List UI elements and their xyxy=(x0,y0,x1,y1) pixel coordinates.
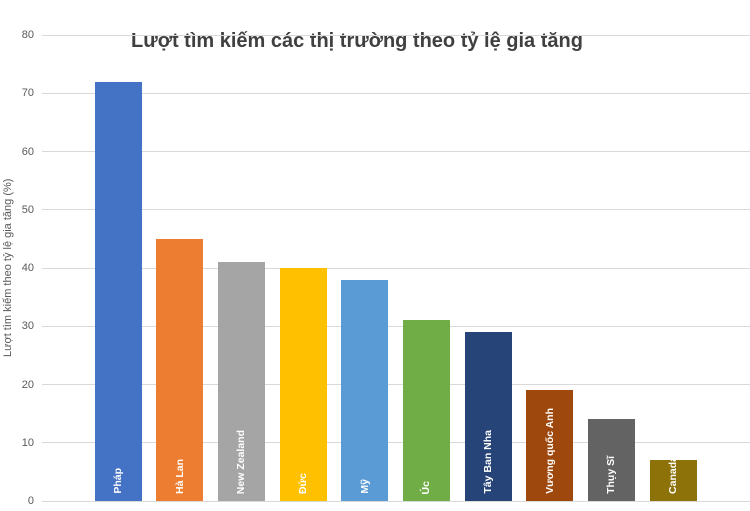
bar-category-label: Hà Lan xyxy=(173,458,186,494)
gridline xyxy=(42,92,750,94)
gridline xyxy=(42,500,750,502)
bar-7: Vương quốc Anh xyxy=(526,390,574,501)
bar-category-label: New Zealand xyxy=(235,429,248,494)
bar-2: New Zealand xyxy=(218,262,266,501)
gridline xyxy=(42,151,750,152)
y-tick-label: 40 xyxy=(21,262,34,274)
gridline xyxy=(42,267,750,269)
bar-category-label: Canada xyxy=(666,456,679,494)
y-tick-label: 0 xyxy=(27,495,34,507)
gridline xyxy=(42,209,750,211)
chart-title: Lượt tìm kiếm các thị trường theo tỷ lệ … xyxy=(131,30,583,52)
bar-4: Mỹ xyxy=(341,279,389,501)
gridline xyxy=(42,384,750,385)
bar-category-label: Pháp xyxy=(112,468,125,494)
bar-category-label: Úc xyxy=(420,480,433,494)
y-tick-label: 50 xyxy=(21,203,34,216)
y-tick-label: 60 xyxy=(21,145,34,158)
bar-8: Thụy Sĩ xyxy=(587,419,635,501)
y-tick-label: 80 xyxy=(21,29,34,41)
bar-0: Pháp xyxy=(94,81,142,501)
bar-category-label: Thụy Sĩ xyxy=(605,456,618,494)
y-tick-label: 70 xyxy=(21,87,34,100)
y-tick-label: 20 xyxy=(21,378,34,391)
bar-1: Hà Lan xyxy=(156,238,204,501)
gridline xyxy=(42,34,750,36)
bar-category-label: Mỹ xyxy=(358,479,371,494)
bar-3: Đức xyxy=(279,268,327,501)
gridline xyxy=(42,442,750,444)
gridline xyxy=(42,325,750,327)
bar-6: Tây Ban Nha xyxy=(464,332,512,501)
bar-5: Úc xyxy=(403,320,450,501)
y-tick-label: 30 xyxy=(21,320,34,333)
y-tick-label: 10 xyxy=(21,436,34,449)
bar-category-label: Đức xyxy=(296,472,309,494)
bar-9: Canada xyxy=(649,456,697,501)
bar-category-label: Tây Ban Nha xyxy=(481,430,494,494)
bar-category-label: Vương quốc Anh xyxy=(543,408,556,494)
